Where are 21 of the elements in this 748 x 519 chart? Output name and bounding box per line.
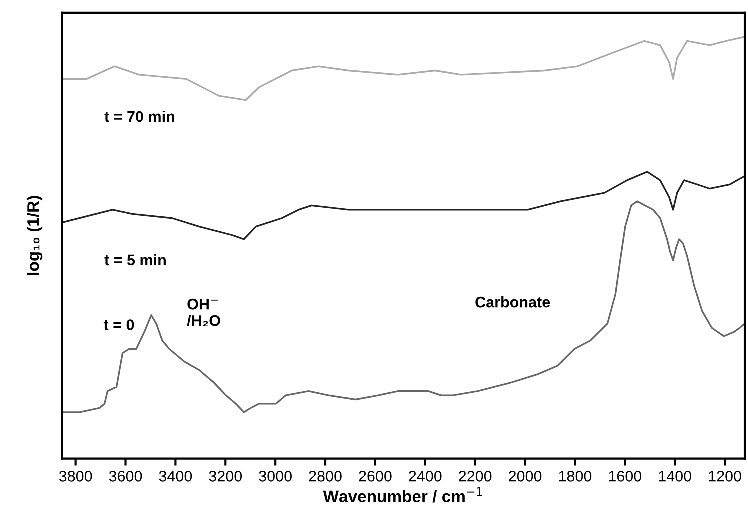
x-tick-label: 2600 xyxy=(359,471,392,482)
series-label: t = 0 xyxy=(104,320,134,330)
x-tick-label: 2800 xyxy=(309,471,342,482)
x-tick-label: 1600 xyxy=(609,471,642,482)
x-tick-label: 2400 xyxy=(409,471,442,482)
text: t = 5 min xyxy=(104,254,166,266)
x-tick-label: 3400 xyxy=(159,471,192,482)
x-tick-label: 2000 xyxy=(509,471,542,482)
x-tick-label: 1200 xyxy=(709,471,742,482)
x-tick-label: 1400 xyxy=(659,471,692,482)
x-tick-label: 2200 xyxy=(459,471,492,482)
y-axis-title: log₁₀ (1/R) xyxy=(27,196,43,276)
text: OH$^{−}$ /H₂O xyxy=(187,298,220,327)
text: t = 70 min xyxy=(104,110,174,122)
x-tick-label: 3800 xyxy=(59,471,92,482)
x-tick-label: 1800 xyxy=(559,471,592,482)
annotation: Carbonate xyxy=(476,296,550,308)
x-tick-label: 3600 xyxy=(109,471,142,482)
x-axis-title: Wavenumber / cm$^{−1}$ xyxy=(323,487,482,503)
x-tick-label: 3200 xyxy=(209,471,242,482)
x-tick-label: 3000 xyxy=(259,471,292,482)
